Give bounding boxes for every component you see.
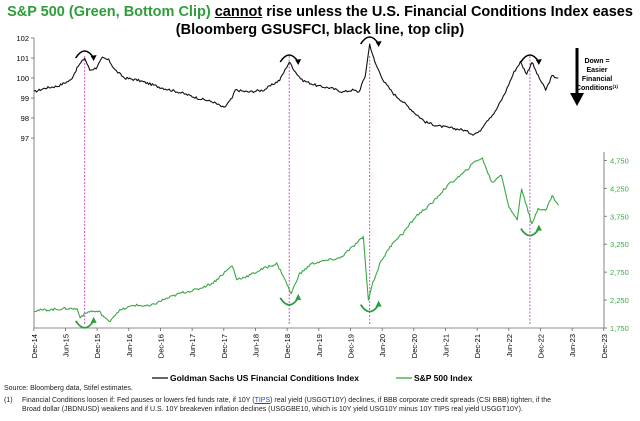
annotation-line2: Easier [586, 67, 607, 74]
legend-label-fci: Goldman Sachs US Financial Conditions In… [170, 373, 359, 383]
legend-label-spx: S&P 500 Index [414, 373, 473, 383]
x-tick-label: Jun-17 [188, 334, 197, 357]
down-arrow-icon [570, 93, 584, 106]
x-tick-label: Dec-22 [536, 334, 545, 358]
footnote-line2: Broad dollar (JBDNUSD) weakens and if U.… [22, 406, 523, 413]
right-tick-label: 3,750 [610, 212, 629, 221]
left-tick-label: 99 [21, 94, 29, 103]
annotation-line1: Down = [584, 58, 609, 65]
bottom-arc-arrow [359, 304, 380, 313]
title-rest: rise unless the U.S. Financial Condition… [266, 4, 633, 20]
easier-conditions-annotation: Down = Easier Financial Conditions(1) [570, 48, 619, 106]
x-tick-label: Dec-23 [600, 334, 609, 358]
x-tick-label: Dec-14 [30, 334, 39, 358]
top-arrowhead-icon [90, 55, 97, 61]
bottom-arrowhead-icon [535, 224, 542, 231]
right-tick-label: 2,250 [610, 296, 629, 305]
left-tick-label: 98 [21, 114, 29, 123]
turning-point-arrows [74, 36, 542, 329]
axis-ticks: 102 101 100 99 98 97 4,750 4,250 3,750 3,250 2,750… [16, 34, 628, 358]
bottom-arrowhead-icon [375, 300, 382, 307]
top-arrowhead-icon [295, 59, 302, 65]
legend: Goldman Sachs US Financial Conditions In… [152, 373, 473, 383]
footnote-number: (1) [4, 397, 13, 404]
x-tick-label: Jun-16 [125, 334, 134, 357]
x-tick-label: Dec-19 [346, 334, 355, 358]
annotation-line3: Financial [582, 76, 612, 83]
top-arc-arrow [359, 36, 380, 45]
x-tick-label: Jun-23 [568, 334, 577, 357]
title-green-part: S&P 500 (Green, Bottom Clip) [7, 4, 211, 20]
chart-title: S&P 500 (Green, Bottom Clip) cannot rise… [0, 3, 640, 39]
left-tick-label: 101 [16, 54, 29, 63]
left-tick-label: 100 [16, 74, 29, 83]
annotation-line4-text: Conditions [576, 85, 613, 92]
top-arrowhead-icon [535, 59, 542, 65]
right-tick-label: 4,750 [610, 156, 629, 165]
x-tick-label: Dec-15 [93, 334, 102, 358]
plot-area [33, 38, 605, 329]
tips-link[interactable]: TIPS [254, 397, 271, 404]
x-tick-label: Jun-15 [61, 334, 70, 357]
bottom-arrowhead-icon [295, 293, 302, 300]
bottom-arc-arrow [520, 228, 540, 237]
footnote: (1) Financial Conditions loosen if: Fed p… [4, 396, 634, 414]
left-tick-label: 97 [21, 134, 29, 143]
bottom-arrowhead-icon [90, 316, 97, 323]
x-tick-label: Jun-18 [251, 334, 260, 357]
x-tick-label: Jun-19 [315, 334, 324, 357]
right-tick-label: 1,750 [610, 324, 629, 333]
footnote-text-b: ) real yield (USGGT10Y) declines, if BBB… [270, 397, 552, 404]
highlight-lines [84, 56, 531, 324]
x-tick-label: Dec-18 [283, 334, 292, 358]
fci-series-line [33, 43, 559, 136]
source-note: Source: Bloomberg data, Stifel estimates… [4, 385, 133, 392]
title-line2: (Bloomberg GSUSFCI, black line, top clip… [175, 22, 465, 38]
bottom-arc-arrow [279, 297, 299, 306]
top-arrowhead-icon [375, 41, 382, 47]
series-layer [33, 43, 559, 323]
right-tick-label: 4,250 [610, 184, 629, 193]
left-tick-label: 102 [16, 34, 29, 43]
annotation-superscript: (1) [613, 84, 619, 89]
x-tick-label: Dec-16 [156, 334, 165, 358]
footnote-text-a: Financial Conditions loosen if: Fed paus… [22, 397, 255, 404]
x-tick-label: Dec-20 [410, 334, 419, 358]
right-tick-label: 2,750 [610, 268, 629, 277]
x-tick-label: Dec-17 [220, 334, 229, 358]
spx-series-line [33, 157, 559, 323]
x-tick-label: Jun-22 [505, 334, 514, 357]
bottom-arc-arrow [74, 320, 95, 329]
x-tick-label: Jun-21 [441, 334, 450, 357]
title-underlined-word: cannot [214, 4, 263, 20]
x-tick-label: Jun-20 [378, 334, 387, 357]
annotation-line4: Conditions(1) [576, 84, 619, 92]
right-tick-label: 3,250 [610, 240, 629, 249]
x-tick-label: Dec-21 [473, 334, 482, 358]
